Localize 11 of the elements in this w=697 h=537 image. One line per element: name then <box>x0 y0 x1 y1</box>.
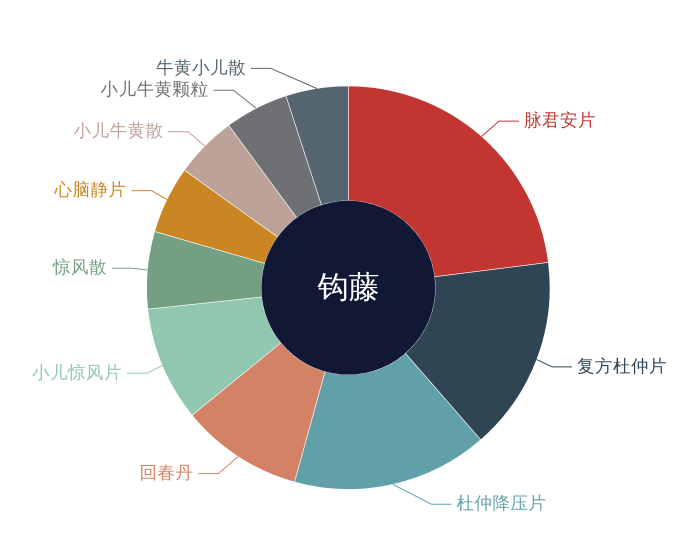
slice-label: 小儿牛黄散 <box>73 122 164 142</box>
slice-label: 复方杜仲片 <box>577 356 667 377</box>
slice-label: 回春丹 <box>139 464 194 484</box>
slice-label: 心脑静片 <box>54 180 127 201</box>
slice-label: 牛黄小儿散 <box>156 58 246 78</box>
slice-label: 小儿牛黄颗粒 <box>100 80 208 100</box>
text: 钩藤 <box>316 270 380 306</box>
slice-label: 惊风散 <box>52 257 108 278</box>
slice-label: 杜仲降压片 <box>456 494 546 514</box>
slice-label: 脉君安片 <box>524 110 596 132</box>
slice-label: 小儿惊风片 <box>32 362 122 384</box>
